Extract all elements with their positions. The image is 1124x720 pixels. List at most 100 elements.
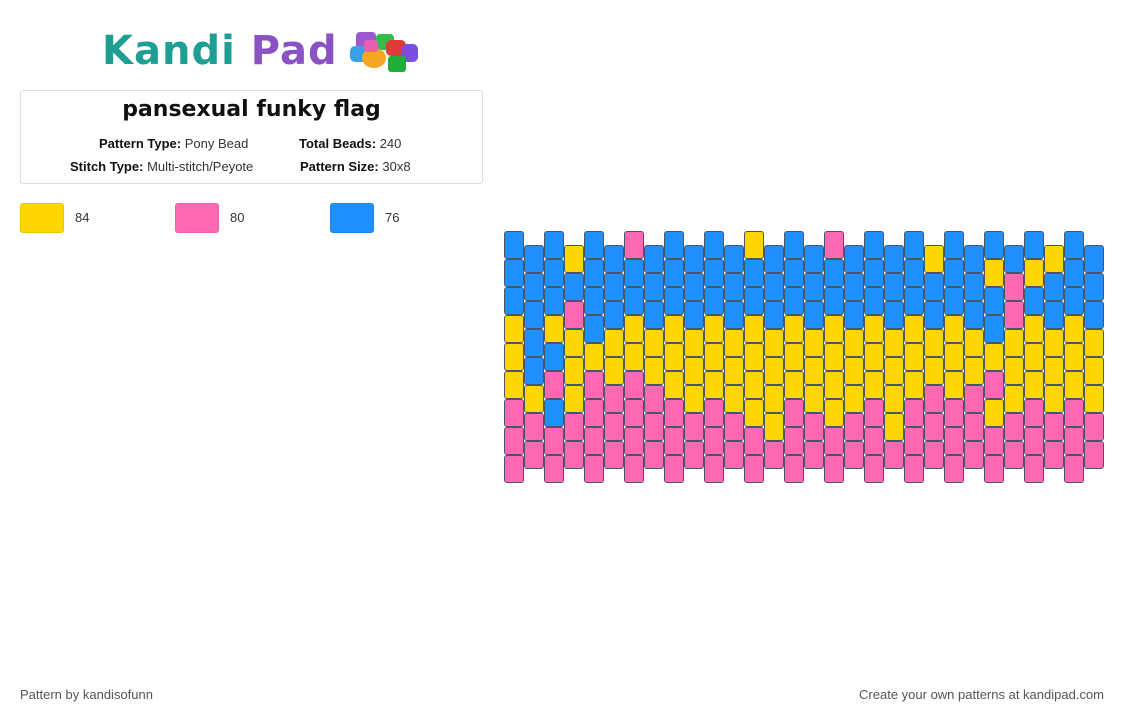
bead [504, 287, 524, 315]
bead [524, 413, 544, 441]
bead [1004, 245, 1024, 273]
color-swatch-yellow [20, 203, 64, 233]
bead [1084, 413, 1104, 441]
bead [964, 301, 984, 329]
bead [824, 455, 844, 483]
bead [724, 385, 744, 413]
bead [884, 273, 904, 301]
bead [504, 371, 524, 399]
bead [524, 357, 544, 385]
stitch-type: Stitch Type: Multi-stitch/Peyote [70, 159, 253, 174]
create-patterns-link[interactable]: Create your own patterns at kandipad.com [859, 687, 1104, 702]
bead [744, 343, 764, 371]
bead [984, 427, 1004, 455]
bead [1004, 329, 1024, 357]
bead [564, 413, 584, 441]
bead [744, 315, 764, 343]
bead [864, 287, 884, 315]
bead [584, 399, 604, 427]
bead [784, 455, 804, 483]
bead [724, 413, 744, 441]
bead [1044, 357, 1064, 385]
bead [1044, 245, 1064, 273]
bead [1084, 441, 1104, 469]
bead [564, 245, 584, 273]
bead [664, 371, 684, 399]
bead [1004, 301, 1024, 329]
bead [644, 245, 664, 273]
logo-word-kandi: Kandi [102, 28, 236, 74]
bead [684, 385, 704, 413]
bead [904, 231, 924, 259]
bead [604, 301, 624, 329]
pattern-size-value: 30x8 [382, 159, 411, 174]
bead [904, 371, 924, 399]
total-beads: Total Beads: 240 [299, 136, 401, 151]
bead [1084, 245, 1104, 273]
pattern-size-label: Pattern Size: [300, 159, 379, 174]
bead [584, 371, 604, 399]
bead [884, 413, 904, 441]
bead [644, 413, 664, 441]
bead [1044, 441, 1064, 469]
bead [764, 385, 784, 413]
bead [764, 357, 784, 385]
bead [984, 371, 1004, 399]
bead [924, 357, 944, 385]
bead [704, 287, 724, 315]
bead [624, 231, 644, 259]
bead [564, 273, 584, 301]
bead [1024, 259, 1044, 287]
bead [1044, 413, 1064, 441]
bead [684, 245, 704, 273]
bead [704, 315, 724, 343]
beads-pile-icon [349, 32, 418, 72]
bead [1064, 399, 1084, 427]
bead [1084, 385, 1104, 413]
bead [964, 357, 984, 385]
bead [864, 231, 884, 259]
bead [704, 343, 724, 371]
bead [864, 371, 884, 399]
bead [544, 427, 564, 455]
bead [764, 329, 784, 357]
pattern-info-card: pansexual funky flag Pattern Type: Pony … [20, 90, 483, 184]
bead [944, 455, 964, 483]
bead [864, 455, 884, 483]
bead [964, 245, 984, 273]
bead [584, 259, 604, 287]
kandi-pad-logo[interactable]: Kandi Pad [102, 26, 424, 76]
bead [864, 427, 884, 455]
bead [744, 371, 764, 399]
bead [964, 329, 984, 357]
color-count-blue: 76 [385, 210, 400, 225]
bead [1084, 273, 1104, 301]
bead [944, 231, 964, 259]
bead [824, 231, 844, 259]
bead [704, 455, 724, 483]
bead [1024, 343, 1044, 371]
bead [1024, 455, 1044, 483]
bead [704, 399, 724, 427]
bead [764, 273, 784, 301]
bead [844, 413, 864, 441]
bead [724, 245, 744, 273]
bead [844, 245, 864, 273]
bead [604, 385, 624, 413]
bead [1024, 287, 1044, 315]
bead [844, 273, 864, 301]
bead [604, 273, 624, 301]
bead [504, 259, 524, 287]
bead [824, 315, 844, 343]
bead [564, 357, 584, 385]
bead [804, 301, 824, 329]
bead [604, 245, 624, 273]
bead [904, 287, 924, 315]
bead [984, 399, 1004, 427]
bead [964, 441, 984, 469]
bead [844, 329, 864, 357]
bead [824, 371, 844, 399]
color-swatch-pink [175, 203, 219, 233]
bead [804, 357, 824, 385]
bead [944, 315, 964, 343]
